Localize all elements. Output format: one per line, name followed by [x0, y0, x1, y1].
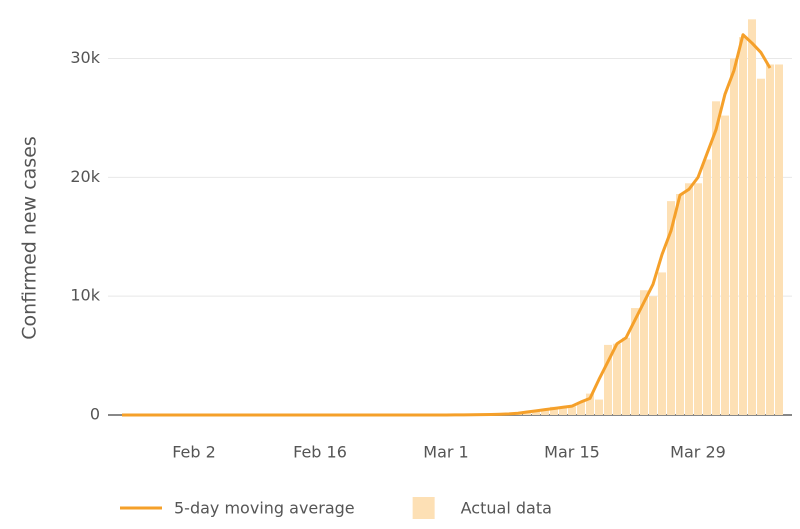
- bar: [532, 410, 540, 415]
- bar: [766, 64, 774, 416]
- y-tick-label: 20k: [70, 167, 100, 186]
- bar: [703, 159, 711, 415]
- y-tick-label: 10k: [70, 286, 100, 305]
- line: [122, 33, 772, 417]
- bar: [550, 406, 558, 415]
- bar: [595, 399, 603, 415]
- bar: [622, 337, 630, 415]
- bar: [721, 115, 729, 416]
- x-tick-label: Feb 16: [293, 443, 347, 462]
- y-axis-label: Confirmed new cases: [19, 136, 41, 340]
- x-tick-label: Mar 1: [423, 443, 468, 462]
- bar: [748, 19, 756, 415]
- x-tick-label: Mar 29: [670, 443, 726, 462]
- bar: [559, 407, 567, 415]
- bar: [667, 201, 675, 415]
- bar: [730, 58, 738, 415]
- legend-swatch: [412, 497, 435, 519]
- bar: [640, 290, 648, 415]
- x-tick-label: Mar 15: [544, 443, 600, 462]
- bar: [541, 409, 549, 415]
- bar: [577, 401, 585, 415]
- legend-label: Actual data: [461, 499, 552, 518]
- bar: [685, 183, 693, 415]
- bar: [757, 78, 765, 416]
- bar: [568, 406, 576, 415]
- y-tick-label: 0: [90, 405, 100, 424]
- bar: [712, 101, 720, 416]
- bar: [613, 343, 621, 415]
- bar: [604, 344, 612, 415]
- x-tick-label: Feb 2: [172, 443, 216, 462]
- y-tick-label: 30k: [70, 48, 100, 67]
- bar: [631, 308, 639, 415]
- bar: [739, 37, 747, 416]
- bar: [676, 193, 684, 415]
- bar: [586, 393, 594, 415]
- legend-label: 5-day moving average: [174, 499, 355, 518]
- bar: [658, 272, 666, 415]
- bar: [649, 296, 657, 415]
- bar: [694, 183, 702, 415]
- bar: [775, 64, 783, 416]
